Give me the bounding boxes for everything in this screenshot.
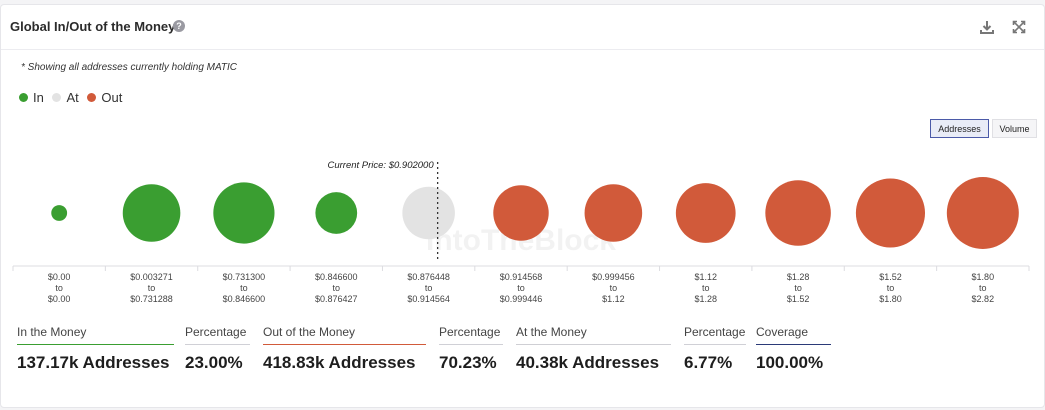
range-to-word-7: to (702, 283, 710, 293)
stat-underline-3 (439, 344, 503, 345)
range-to-label-6: $1.12 (602, 294, 625, 304)
legend: In At Out (19, 90, 127, 105)
range-to-word-2: to (240, 283, 248, 293)
range-from-label-6: $0.999456 (592, 272, 635, 282)
stat-value-6: 100.00% (756, 353, 824, 372)
range-to-label-10: $2.82 (972, 294, 995, 304)
stat-underline-1 (185, 344, 250, 345)
stat-label-2: Out of the Money (263, 325, 356, 339)
stat-underline-6 (756, 344, 831, 345)
bubble-in-3 (315, 192, 358, 234)
range-to-word-4: to (425, 283, 433, 293)
question-icon[interactable]: ? (173, 20, 185, 32)
stat-label-6: Coverage (756, 325, 809, 339)
widget-header: Global In/Out of the Money ? (1, 5, 1044, 50)
legend-item-out[interactable]: Out (87, 90, 122, 105)
stat-2: Out of the Money 418.83k Addresses (263, 325, 426, 373)
range-to-word-8: to (794, 283, 802, 293)
stat-5: Percentage 6.77% (684, 325, 746, 373)
stat-value-5: 6.77% (684, 353, 733, 372)
bubble-out-7 (675, 183, 736, 243)
range-to-word-6: to (610, 283, 618, 293)
range-to-label-0: $0.00 (48, 294, 71, 304)
holding-note: * Showing all addresses currently holdin… (21, 62, 238, 73)
legend-label-at: At (66, 90, 79, 105)
range-from-label-5: $0.914568 (500, 272, 543, 282)
stat-underline-5 (684, 344, 746, 345)
range-to-word-5: to (517, 283, 525, 293)
bubble-chart: IntoTheBlock$0.00to$0.00$0.003271to$0.73… (12, 160, 1030, 304)
bubble-in-0 (51, 205, 68, 221)
widget-title: Global In/Out of the Money (10, 19, 176, 34)
legend-item-at[interactable]: At (52, 90, 79, 105)
stat-underline-0 (17, 344, 174, 345)
bubble-out-10 (946, 177, 1019, 249)
range-from-label-10: $1.80 (972, 272, 995, 282)
range-to-word-10: to (979, 283, 987, 293)
bubble-out-8 (765, 180, 831, 246)
range-to-word-0: to (55, 283, 63, 293)
range-from-label-2: $0.731300 (223, 272, 266, 282)
range-to-label-3: $0.876427 (315, 294, 358, 304)
addresses-toggle-button[interactable]: Addresses (930, 119, 989, 138)
range-to-label-1: $0.731288 (130, 294, 173, 304)
range-from-label-4: $0.876448 (407, 272, 450, 282)
download-icon[interactable] (979, 19, 995, 35)
stat-label-3: Percentage (439, 325, 501, 339)
stat-value-3: 70.23% (439, 353, 497, 372)
range-to-label-4: $0.914564 (407, 294, 450, 304)
range-from-label-1: $0.003271 (130, 272, 173, 282)
legend-label-out: Out (101, 90, 123, 105)
range-to-label-9: $1.80 (879, 294, 902, 304)
legend-dot-in (19, 93, 28, 102)
stat-label-4: At the Money (516, 325, 587, 339)
range-to-label-7: $1.28 (694, 294, 717, 304)
stat-6: Coverage 100.00% (756, 325, 831, 373)
expand-icon[interactable] (1011, 19, 1027, 35)
bubble-in-1 (122, 184, 181, 242)
range-to-word-3: to (333, 283, 341, 293)
range-from-label-8: $1.28 (787, 272, 810, 282)
bubble-at-4 (402, 186, 455, 240)
stat-label-1: Percentage (185, 325, 247, 339)
stat-4: At the Money 40.38k Addresses (516, 325, 671, 373)
stat-value-0: 137.17k Addresses (17, 353, 170, 372)
range-to-word-9: to (887, 283, 895, 293)
bubble-out-6 (584, 184, 643, 242)
range-to-label-5: $0.999446 (500, 294, 543, 304)
legend-dot-out (87, 93, 97, 102)
range-to-label-8: $1.52 (787, 294, 810, 304)
stat-1: Percentage 23.00% (185, 325, 250, 373)
range-from-label-0: $0.00 (48, 272, 71, 282)
stat-0: In the Money 137.17k Addresses (17, 325, 174, 373)
current-price-label: Current Price: $0.902000 (327, 160, 434, 171)
stat-3: Percentage 70.23% (439, 325, 503, 373)
range-from-label-3: $0.846600 (315, 272, 358, 282)
volume-toggle-button[interactable]: Volume (992, 119, 1037, 138)
legend-dot-at (52, 93, 62, 102)
range-to-word-1: to (148, 283, 156, 293)
stat-label-5: Percentage (684, 325, 746, 339)
bubble-out-5 (493, 185, 549, 241)
stat-value-1: 23.00% (185, 353, 243, 372)
bubble-out-9 (855, 178, 926, 248)
stat-value-4: 40.38k Addresses (516, 353, 660, 372)
stat-label-0: In the Money (17, 325, 87, 339)
legend-item-in[interactable]: In (19, 90, 44, 105)
widget-card: Global In/Out of the Money ? * Showing a… (0, 4, 1045, 408)
range-from-label-7: $1.12 (694, 272, 717, 282)
range-from-label-9: $1.52 (879, 272, 902, 282)
stat-underline-2 (263, 344, 426, 345)
legend-label-in: In (33, 90, 44, 105)
bubble-in-2 (213, 182, 275, 244)
stat-value-2: 418.83k Addresses (263, 353, 416, 372)
range-to-label-2: $0.846600 (223, 294, 266, 304)
stat-underline-4 (516, 344, 671, 345)
